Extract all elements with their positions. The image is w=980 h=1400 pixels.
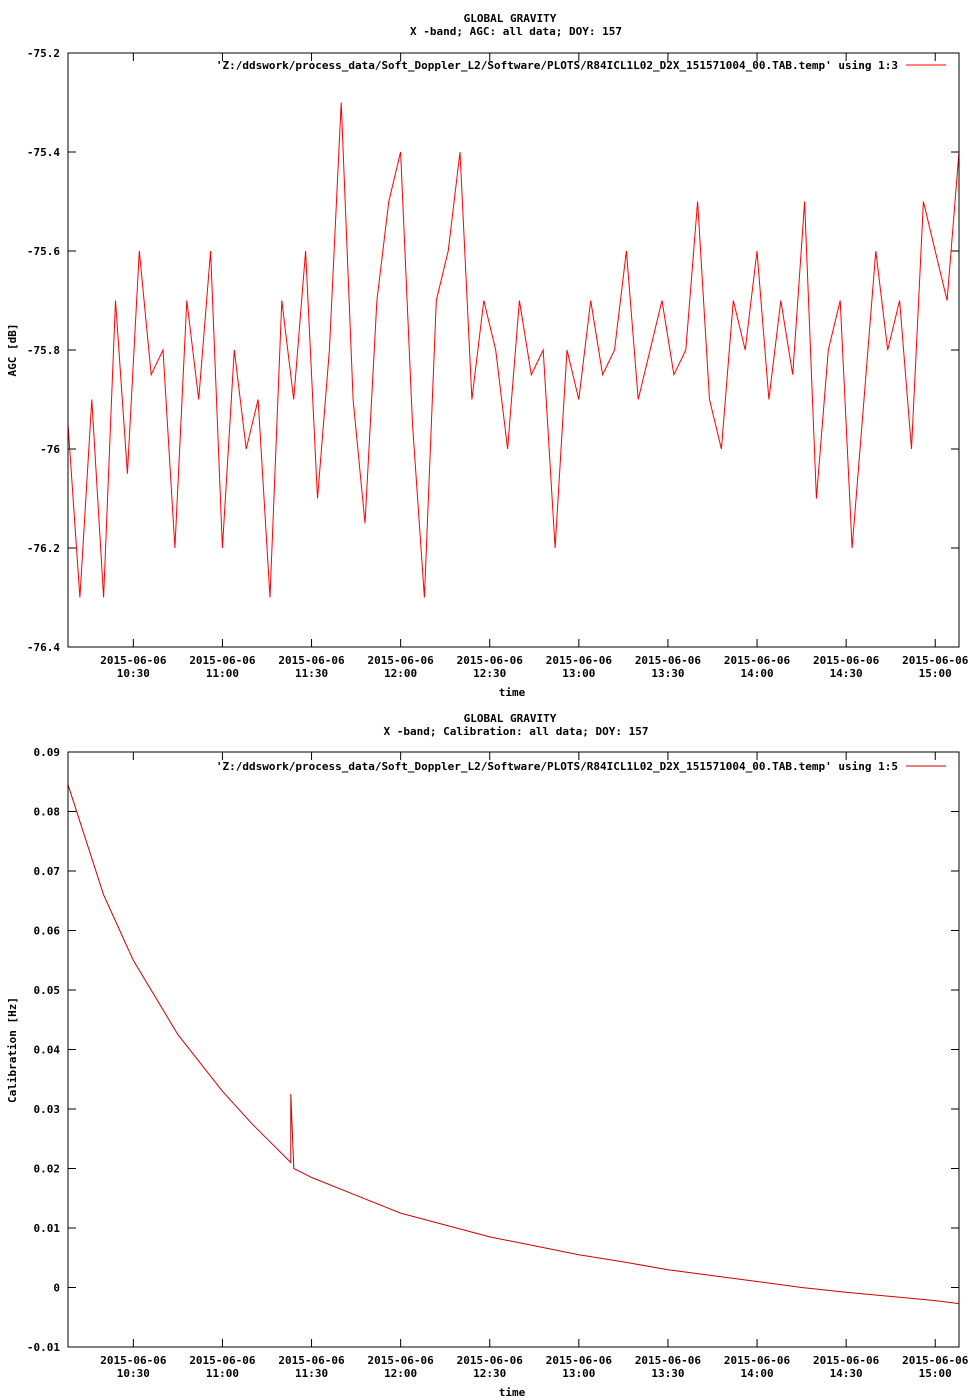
x-tick-date-label: 2015-06-06 [813,654,880,667]
x-tick-date-label: 2015-06-06 [635,1354,702,1367]
x-tick-date-label: 2015-06-06 [546,1354,613,1367]
chart-subtitle: X -band; Calibration: all data; DOY: 157 [384,725,649,738]
x-tick-time-label: 13:00 [562,667,595,680]
x-tick-date-label: 2015-06-06 [457,1354,524,1367]
x-tick-date-label: 2015-06-06 [189,654,256,667]
x-tick-date-label: 2015-06-06 [724,654,791,667]
x-tick-date-label: 2015-06-06 [902,1354,969,1367]
x-tick-date-label: 2015-06-06 [100,1354,167,1367]
y-tick-label: 0.09 [34,746,61,759]
x-tick-date-label: 2015-06-06 [368,654,435,667]
calibration-chart-panel: GLOBAL GRAVITY X -band; Calibration: all… [6,712,969,1399]
x-tick-date-label: 2015-06-06 [189,1354,256,1367]
series-line [67,102,960,598]
x-tick-time-label: 11:30 [295,1367,328,1380]
x-tick-date-label: 2015-06-06 [278,1354,345,1367]
x-tick-time-label: 12:30 [473,667,506,680]
x-tick-time-label: 14:00 [740,1367,773,1380]
x-axis-label: time [499,1386,526,1399]
y-tick-label: 0.04 [34,1044,61,1057]
plot-frame [67,52,960,648]
y-tick-label: -0.01 [27,1341,60,1354]
y-tick-label: 0.08 [34,806,61,819]
x-tick-time-label: 14:30 [830,1367,863,1380]
y-tick-label: -75.2 [27,47,60,60]
x-tick-time-label: 12:00 [384,667,417,680]
agc-chart-panel: GLOBAL GRAVITY X -band; AGC: all data; D… [6,12,969,699]
y-axis-label: AGC [dB] [6,324,19,377]
y-tick-label: 0.03 [34,1103,61,1116]
x-tick-time-label: 12:00 [384,1367,417,1380]
y-tick-label: -75.8 [27,344,60,357]
x-tick-time-label: 14:00 [740,667,773,680]
x-tick-date-label: 2015-06-06 [635,654,702,667]
x-tick-time-label: 13:30 [651,667,684,680]
x-tick-time-label: 10:30 [117,1367,150,1380]
legend-label: 'Z:/ddswork/process_data/Soft_Doppler_L2… [216,59,898,72]
x-tick-date-label: 2015-06-06 [368,1354,435,1367]
y-tick-label: 0.07 [34,865,61,878]
plot-frame [67,751,960,1348]
x-axis-label: time [499,686,526,699]
legend-label: 'Z:/ddswork/process_data/Soft_Doppler_L2… [216,760,898,773]
x-tick-time-label: 10:30 [117,667,150,680]
y-tick-label: -76.2 [27,542,60,555]
x-tick-date-label: 2015-06-06 [100,654,167,667]
x-tick-time-label: 15:00 [919,1367,952,1380]
x-tick-time-label: 13:00 [562,1367,595,1380]
x-tick-date-label: 2015-06-06 [457,654,524,667]
y-axis-label: Calibration [Hz] [6,997,19,1103]
chart-title: GLOBAL GRAVITY [464,712,557,725]
x-tick-time-label: 11:00 [206,1367,239,1380]
x-tick-time-label: 13:30 [651,1367,684,1380]
y-tick-label: -75.6 [27,245,60,258]
y-tick-label: 0 [53,1282,60,1295]
chart-subtitle: X -band; AGC: all data; DOY: 157 [410,25,622,38]
y-tick-label: -75.4 [27,146,60,159]
x-tick-date-label: 2015-06-06 [902,654,969,667]
x-tick-time-label: 11:30 [295,667,328,680]
y-tick-label: 0.05 [34,984,61,997]
x-tick-date-label: 2015-06-06 [724,1354,791,1367]
x-tick-time-label: 14:30 [830,667,863,680]
x-tick-time-label: 12:30 [473,1367,506,1380]
y-tick-label: -76 [40,443,60,456]
x-tick-date-label: 2015-06-06 [813,1354,880,1367]
x-tick-time-label: 11:00 [206,667,239,680]
chart-title: GLOBAL GRAVITY [464,12,557,25]
y-tick-label: 0.06 [34,925,61,938]
x-tick-time-label: 15:00 [919,667,952,680]
x-tick-date-label: 2015-06-06 [278,654,345,667]
y-tick-label: 0.01 [34,1222,61,1235]
x-tick-date-label: 2015-06-06 [546,654,613,667]
series-line [67,784,960,1305]
y-tick-label: 0.02 [34,1163,61,1176]
y-tick-label: -76.4 [27,641,60,654]
